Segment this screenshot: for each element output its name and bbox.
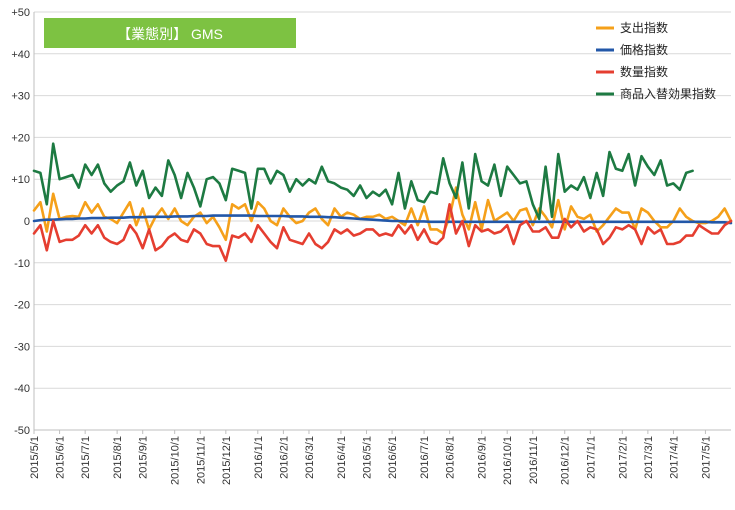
x-tick-label: 2016/3/1 <box>304 436 316 479</box>
x-tick-label: 2016/1/1 <box>253 436 265 479</box>
legend-label: 商品入替効果指数 <box>620 86 716 101</box>
x-tick-label: 2016/2/1 <box>278 436 290 479</box>
x-tick-label: 2015/8/1 <box>112 436 124 479</box>
y-tick-label: -20 <box>14 300 30 312</box>
x-tick-label: 2017/2/1 <box>617 436 629 479</box>
x-axis: 2015/5/1 2015/6/1 2015/7/1 2015/8/1 2015/9/1… <box>29 429 731 485</box>
x-tick-label: 2016/9/1 <box>477 436 489 479</box>
legend-label: 支出指数 <box>620 20 668 35</box>
y-tick-label: +30 <box>11 91 30 103</box>
x-tick-label: 2015/7/1 <box>80 436 92 479</box>
series-line-1 <box>32 214 733 225</box>
legend-label: 価格指数 <box>620 42 668 57</box>
y-tick-label: +10 <box>11 174 30 186</box>
x-tick-label: 2017/4/1 <box>668 436 680 479</box>
x-tick-label: 2017/5/1 <box>700 436 712 479</box>
x-tick-label: 2016/8/1 <box>445 436 457 479</box>
x-tick-label: 2015/9/1 <box>138 436 150 479</box>
x-tick-label: 2016/4/1 <box>336 436 348 479</box>
series-line-2 <box>32 203 733 263</box>
chart-title-background <box>44 18 296 48</box>
x-tick-label: 2015/10/1 <box>170 436 182 485</box>
chart-title: 【業態別】 GMS <box>117 26 223 42</box>
chart-title-box: 【業態別】 GMS <box>44 18 296 48</box>
legend-label: 数量指数 <box>620 64 668 79</box>
series-lines <box>32 142 733 263</box>
y-tick-label: +50 <box>11 7 30 19</box>
x-tick-label: 2017/1/1 <box>585 436 597 479</box>
y-tick-label: +40 <box>11 49 30 61</box>
y-tick-label: -40 <box>14 383 30 395</box>
y-tick-label: -50 <box>14 425 30 437</box>
x-tick-label: 2016/6/1 <box>387 436 399 479</box>
x-tick-label: 2016/11/1 <box>528 436 540 484</box>
y-tick-label: -10 <box>14 258 30 270</box>
x-tick-label: 2017/3/1 <box>643 436 655 479</box>
y-tick-label: -30 <box>14 341 30 353</box>
x-tick-label: 2015/6/1 <box>55 436 67 479</box>
y-tick-label: +20 <box>11 132 30 144</box>
y-tick-label: 0 <box>24 216 30 228</box>
x-tick-label: 2016/5/1 <box>362 436 374 479</box>
x-tick-label: 2016/7/1 <box>419 436 431 479</box>
x-tick-label: 2016/12/1 <box>560 436 572 485</box>
x-tick-label: 2015/12/1 <box>221 436 233 485</box>
x-tick-label: 2015/5/1 <box>29 436 41 479</box>
series-line-0 <box>32 186 733 242</box>
y-axis: +50 +40 +30 +20 +10 0 -10 -20 -30 -40 -50 <box>11 7 35 437</box>
x-tick-label: 2016/10/1 <box>502 436 514 485</box>
series-line-3 <box>32 142 694 221</box>
x-tick-label: 2015/11/1 <box>195 436 207 484</box>
